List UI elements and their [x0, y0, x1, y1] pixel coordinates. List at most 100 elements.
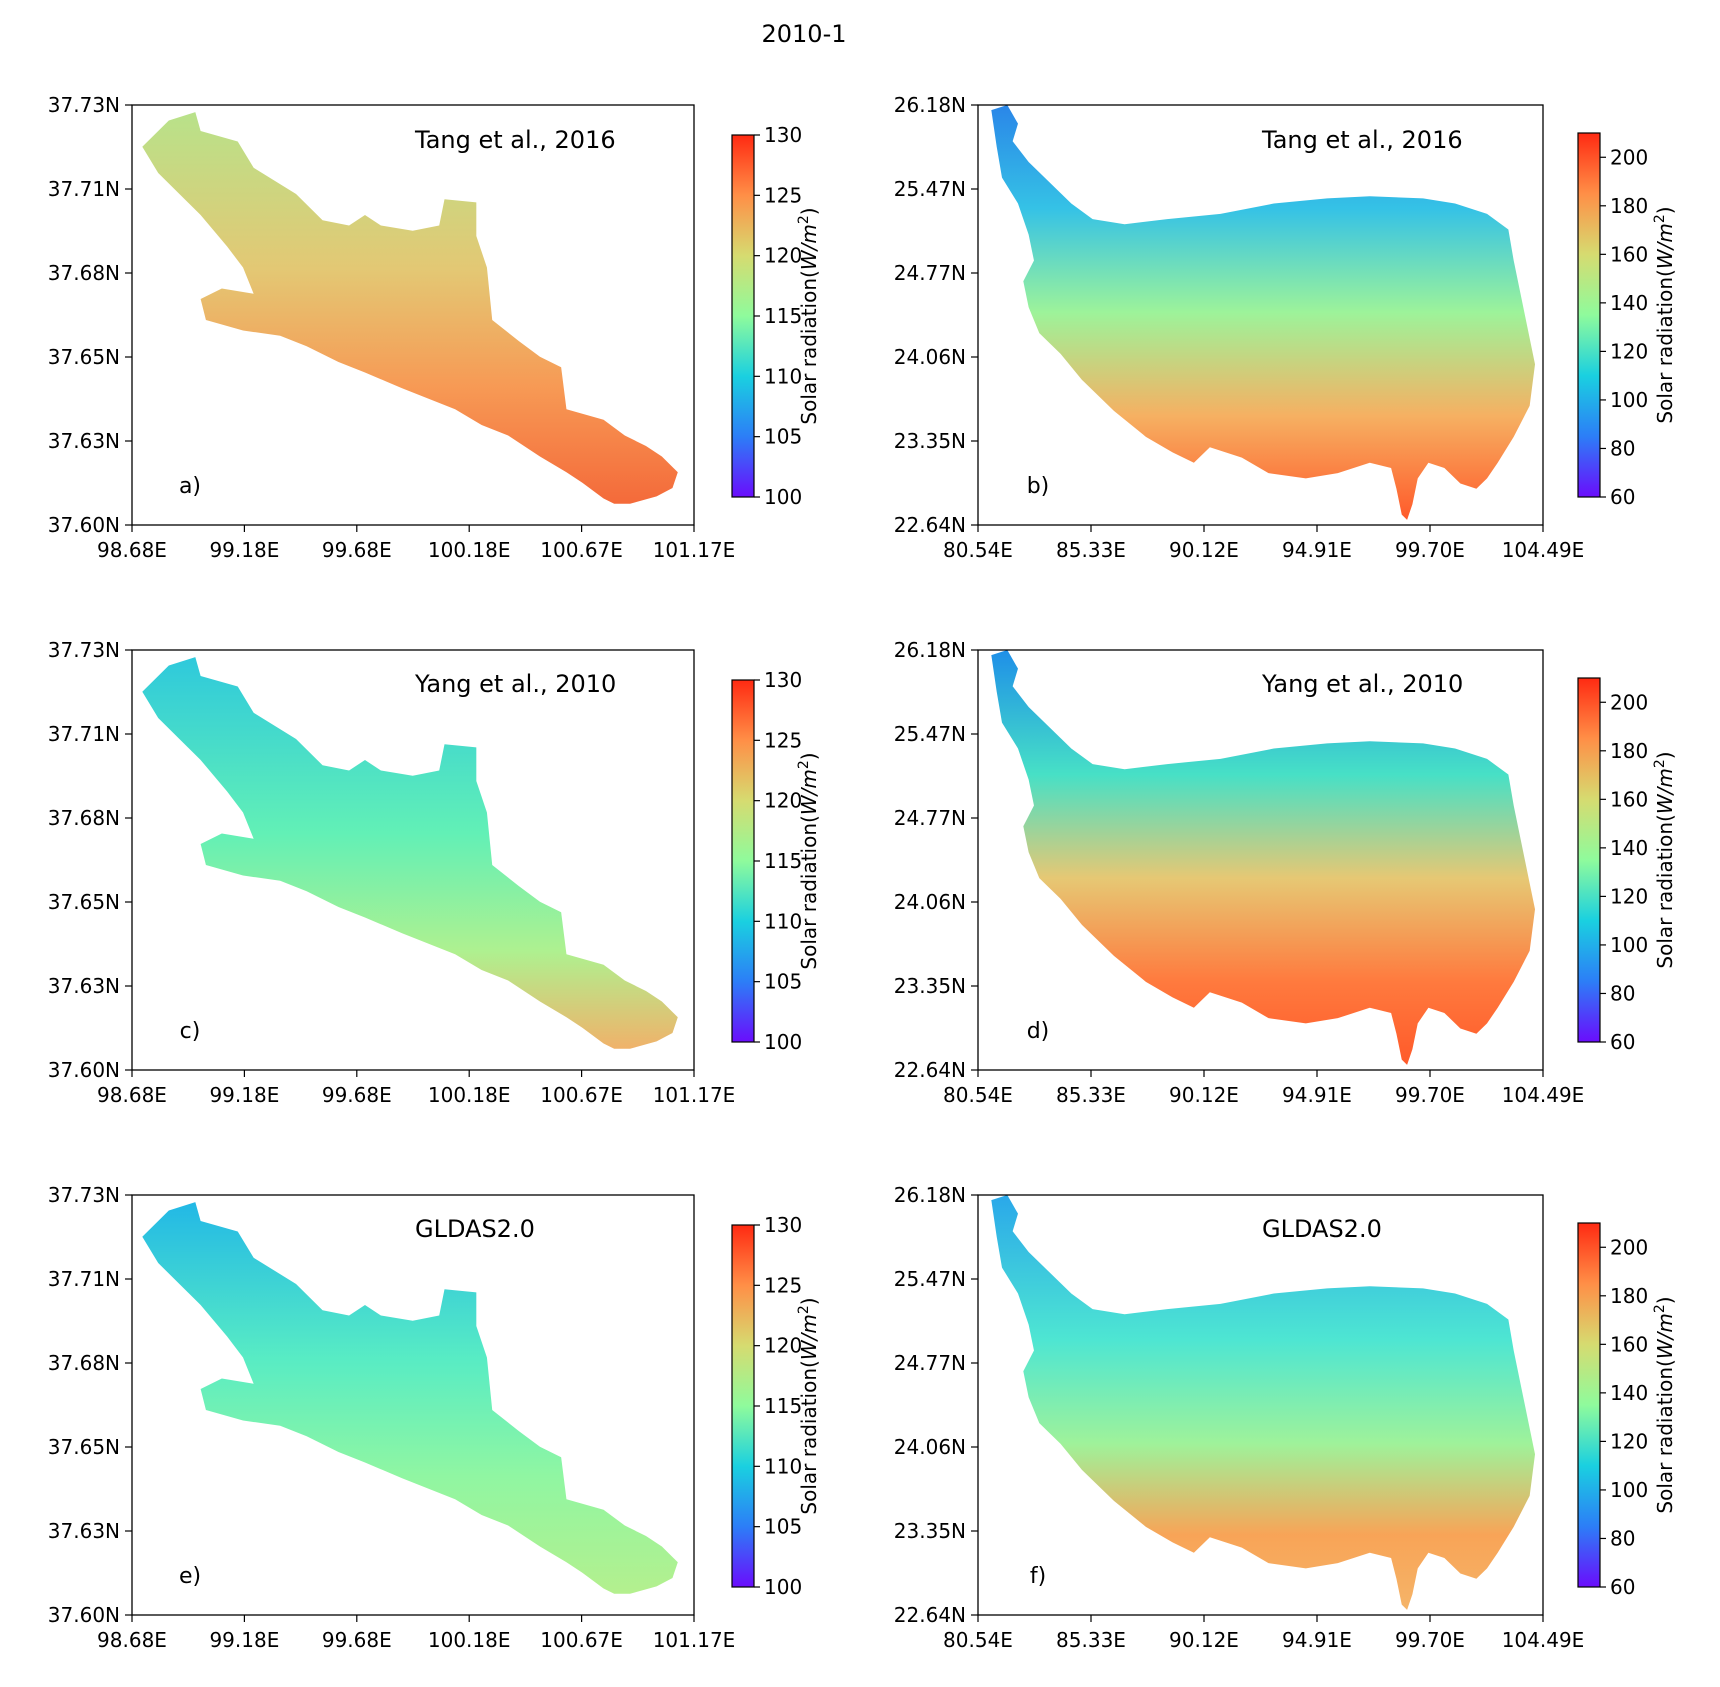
colorbar-tick-label: 100 [1610, 1478, 1648, 1502]
y-tick-label: 37.63N [48, 1519, 120, 1543]
x-tick-label: 100.18E [428, 1083, 511, 1107]
x-tick-label: 100.18E [428, 538, 511, 562]
colorbar-d [1577, 677, 1601, 1043]
y-tick-label: 37.73N [48, 93, 120, 117]
y-tick-label: 37.60N [48, 1603, 120, 1627]
y-tick-label: 23.35N [894, 1519, 966, 1543]
x-tick-label: 85.33E [1056, 1628, 1126, 1652]
y-tick-label: 37.68N [48, 806, 120, 830]
x-tick-label: 104.49E [1502, 538, 1585, 562]
x-tick-label: 98.68E [97, 1628, 167, 1652]
y-tick-label: 37.68N [48, 261, 120, 285]
panel-a: 98.68E 99.18E 99.68E 100.18E 100.67E 101.17E 3… [48, 93, 821, 562]
colorbar-tick-label: 100 [1610, 388, 1648, 412]
x-tick-label: 98.68E [97, 538, 167, 562]
colorbar-tick-label: 105 [764, 1515, 802, 1539]
colorbar-label: Solar radiation(W/m2) [1652, 751, 1677, 968]
panel-letter-b: b) [1027, 474, 1050, 499]
x-tick-label: 99.70E [1395, 538, 1465, 562]
x-tick-label: 85.33E [1056, 538, 1126, 562]
colorbar-tick-label: 130 [764, 668, 802, 692]
colorbar-tick-label: 115 [764, 849, 802, 873]
map-f [991, 1195, 1536, 1610]
y-tick-label: 24.06N [894, 890, 966, 914]
colorbar-a [731, 134, 755, 498]
colorbar-tick-label: 160 [1610, 242, 1648, 266]
colorbar-tick-label: 80 [1610, 436, 1635, 460]
source-label-c: Yang et al., 2010 [414, 670, 616, 698]
x-tick-label: 101.17E [653, 1628, 736, 1652]
y-tick-label: 23.35N [894, 974, 966, 998]
colorbar-tick-label: 80 [1610, 981, 1635, 1005]
panel-letter-d: d) [1027, 1019, 1050, 1044]
colorbar-tick-label: 200 [1610, 690, 1648, 714]
panel-c: 98.68E 99.18E 99.68E 100.18E 100.67E 101.17E 3… [48, 638, 821, 1107]
y-tick-label: 25.47N [894, 177, 966, 201]
colorbar-label: Solar radiation(W/m2) [796, 207, 821, 424]
map-a [142, 112, 678, 504]
y-tick-label: 24.77N [894, 261, 966, 285]
x-tick-label: 100.67E [540, 538, 623, 562]
axes-frame-b [977, 104, 1544, 526]
colorbar-label: Solar radiation(W/m2) [796, 752, 821, 969]
x-tick-label: 99.18E [209, 1083, 279, 1107]
colorbar-tick-label: 140 [1610, 836, 1648, 860]
panel-f: 80.54E 85.33E 90.12E 94.91E 99.70E 104.49E 22.… [894, 1183, 1677, 1652]
colorbar-tick-label: 60 [1610, 1575, 1635, 1599]
source-label-b: Tang et al., 2016 [1261, 126, 1463, 154]
colorbar-tick-label: 200 [1610, 145, 1648, 169]
map-c [142, 657, 678, 1049]
source-label-f: GLDAS2.0 [1262, 1215, 1382, 1243]
colorbar-tick-label: 130 [764, 123, 802, 147]
x-tick-label: 100.67E [540, 1628, 623, 1652]
y-tick-label: 24.77N [894, 806, 966, 830]
x-tick-label: 99.18E [209, 538, 279, 562]
colorbar-label: Solar radiation(W/m2) [1652, 206, 1677, 423]
y-tick-label: 37.71N [48, 722, 120, 746]
y-tick-label: 25.47N [894, 722, 966, 746]
colorbar-tick-label: 100 [764, 485, 802, 509]
colorbar-label: Solar radiation(W/m2) [796, 1297, 821, 1514]
colorbar-tick-label: 120 [764, 1334, 802, 1358]
x-tick-label: 98.68E [97, 1083, 167, 1107]
y-tick-label: 37.65N [48, 1435, 120, 1459]
axes-frame-a [131, 104, 695, 526]
colorbar-tick-label: 110 [764, 909, 802, 933]
y-tick-label: 23.35N [894, 429, 966, 453]
map-d [991, 650, 1536, 1065]
x-tick-label: 80.54E [943, 1628, 1013, 1652]
colorbar-tick-label: 125 [764, 183, 802, 207]
colorbar-tick-label: 115 [764, 1394, 802, 1418]
panel-letter-a: a) [179, 474, 201, 499]
panel-letter-c: c) [180, 1019, 201, 1044]
y-tick-label: 37.73N [48, 638, 120, 662]
colorbar-tick-label: 140 [1610, 1381, 1648, 1405]
colorbar-tick-label: 120 [1610, 884, 1648, 908]
y-tick-label: 37.71N [48, 177, 120, 201]
x-tick-label: 80.54E [943, 538, 1013, 562]
y-tick-label: 37.63N [48, 429, 120, 453]
y-tick-label: 24.06N [894, 1435, 966, 1459]
axes-frame-e [131, 1194, 695, 1616]
y-tick-label: 37.68N [48, 1351, 120, 1375]
colorbar-tick-label: 120 [1610, 339, 1648, 363]
y-tick-label: 37.60N [48, 1058, 120, 1082]
source-label-d: Yang et al., 2010 [1261, 670, 1463, 698]
colorbar-label: Solar radiation(W/m2) [1652, 1296, 1677, 1513]
y-tick-label: 22.64N [894, 1058, 966, 1082]
x-tick-label: 99.70E [1395, 1628, 1465, 1652]
colorbar-b [1577, 132, 1601, 498]
colorbar-tick-label: 120 [764, 244, 802, 268]
colorbar-tick-label: 105 [764, 970, 802, 994]
panels: 98.68E 99.18E 99.68E 100.18E 100.67E 101.17E 3… [48, 93, 1677, 1652]
x-tick-label: 99.68E [322, 1628, 392, 1652]
colorbar-tick-label: 105 [764, 425, 802, 449]
panel-e: 98.68E 99.18E 99.68E 100.18E 100.67E 101.17E 3… [48, 1183, 821, 1652]
colorbar-tick-label: 130 [764, 1213, 802, 1237]
colorbar-tick-label: 115 [764, 304, 802, 328]
colorbar-tick-label: 100 [764, 1030, 802, 1054]
colorbar-tick-label: 180 [1610, 1284, 1648, 1308]
y-tick-label: 37.65N [48, 345, 120, 369]
y-tick-label: 22.64N [894, 513, 966, 537]
